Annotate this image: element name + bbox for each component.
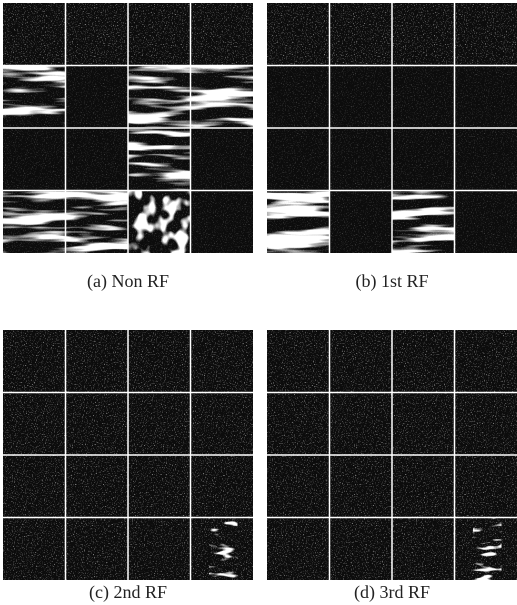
cell-noise xyxy=(65,330,128,393)
cell-noise xyxy=(329,3,392,66)
cell-texture xyxy=(128,190,191,253)
image-grid xyxy=(267,3,517,253)
cell-noise xyxy=(3,330,66,393)
cell-noise xyxy=(267,3,330,66)
cell-texture xyxy=(267,190,330,253)
panel-caption: (c) 2nd RF xyxy=(89,582,167,603)
cell-noise xyxy=(329,517,392,580)
cell-noise xyxy=(190,455,253,518)
cell-noise xyxy=(128,3,191,66)
cell-noise xyxy=(454,3,517,66)
cell-noise xyxy=(329,128,392,191)
cell-noise xyxy=(3,3,66,66)
cell-noise xyxy=(190,330,253,393)
cell-noise xyxy=(128,330,191,393)
cell-noise xyxy=(267,65,330,128)
cell-texture xyxy=(3,65,66,128)
cell-noise xyxy=(267,330,330,393)
cell-noise xyxy=(454,455,517,518)
cell-noise xyxy=(3,455,66,518)
cell-noise xyxy=(392,330,455,393)
cell-texture xyxy=(473,517,502,580)
image-grid xyxy=(3,330,253,580)
cell-noise xyxy=(454,190,517,253)
cell-noise xyxy=(329,190,392,253)
cell-noise xyxy=(65,517,128,580)
cell-noise xyxy=(3,392,66,455)
cell-noise xyxy=(128,392,191,455)
cell-noise xyxy=(392,517,455,580)
cell-noise xyxy=(65,392,128,455)
cell-texture xyxy=(190,65,253,128)
cell-texture xyxy=(3,190,66,253)
cell-noise xyxy=(3,128,66,191)
panel-caption: (d) 3rd RF xyxy=(354,582,430,603)
cell-noise xyxy=(3,517,66,580)
cell-noise xyxy=(267,392,330,455)
cell-noise xyxy=(190,3,253,66)
cell-noise xyxy=(392,128,455,191)
cell-noise xyxy=(329,455,392,518)
cell-noise xyxy=(190,392,253,455)
cell-noise xyxy=(392,455,455,518)
cell-noise xyxy=(329,392,392,455)
cell-texture xyxy=(65,190,128,253)
cell-noise xyxy=(392,392,455,455)
cell-noise xyxy=(392,65,455,128)
cell-texture xyxy=(128,65,191,128)
panel-caption: (a) Non RF xyxy=(87,271,169,292)
image-grid xyxy=(3,3,253,253)
cell-noise xyxy=(128,455,191,518)
cell-noise xyxy=(128,517,191,580)
cell-noise xyxy=(190,128,253,191)
cell-noise xyxy=(329,330,392,393)
cell-noise xyxy=(65,3,128,66)
cell-noise xyxy=(65,455,128,518)
cell-noise xyxy=(454,65,517,128)
cell-noise xyxy=(267,128,330,191)
cell-texture xyxy=(209,517,238,580)
image-grid xyxy=(267,330,517,580)
cell-noise xyxy=(65,65,128,128)
cell-noise xyxy=(454,392,517,455)
cell-noise xyxy=(267,455,330,518)
cell-noise xyxy=(267,517,330,580)
cell-noise xyxy=(190,190,253,253)
cell-noise xyxy=(392,3,455,66)
panel-caption: (b) 1st RF xyxy=(355,271,428,292)
cell-noise xyxy=(65,128,128,191)
cell-noise xyxy=(454,330,517,393)
cell-noise xyxy=(454,128,517,191)
cell-texture xyxy=(128,128,191,191)
cell-noise xyxy=(329,65,392,128)
cell-texture xyxy=(392,190,455,253)
